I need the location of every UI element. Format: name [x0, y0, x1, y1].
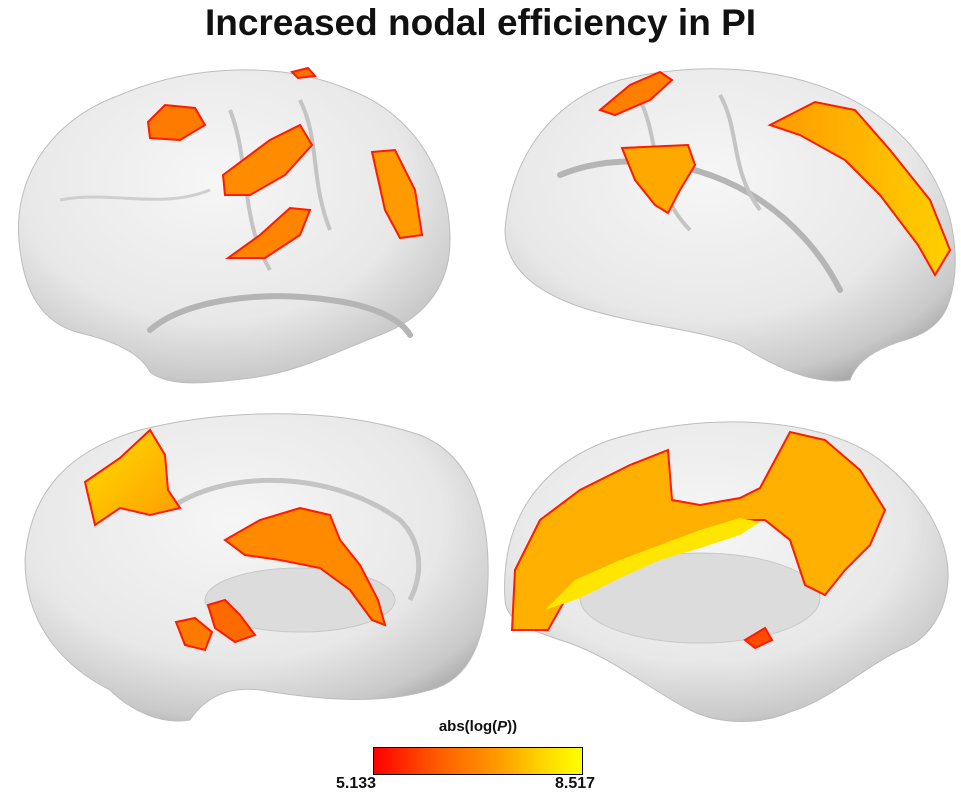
colorbar-max-label: 8.517 [555, 775, 596, 792]
left-medial-view [24, 413, 489, 722]
colorbar-label-suffix: )) [507, 718, 518, 735]
figure-title: Increased nodal efficiency in PI [204, 2, 757, 43]
right-lateral-view [504, 68, 956, 382]
colorbar-label-prefix: abs(log( [438, 718, 498, 735]
colorbar-label: abs(log(P)) [373, 718, 583, 735]
activation-cluster [597, 70, 952, 277]
colorbar-min-label: 5.133 [336, 775, 377, 792]
left-lateral-view [18, 66, 451, 384]
activation-cluster [146, 66, 424, 259]
colorbar-label-var: P [497, 718, 508, 735]
activation-cluster [83, 428, 387, 652]
right-medial-view [504, 421, 949, 722]
activation-cluster [510, 430, 887, 650]
colorbar [373, 747, 583, 775]
